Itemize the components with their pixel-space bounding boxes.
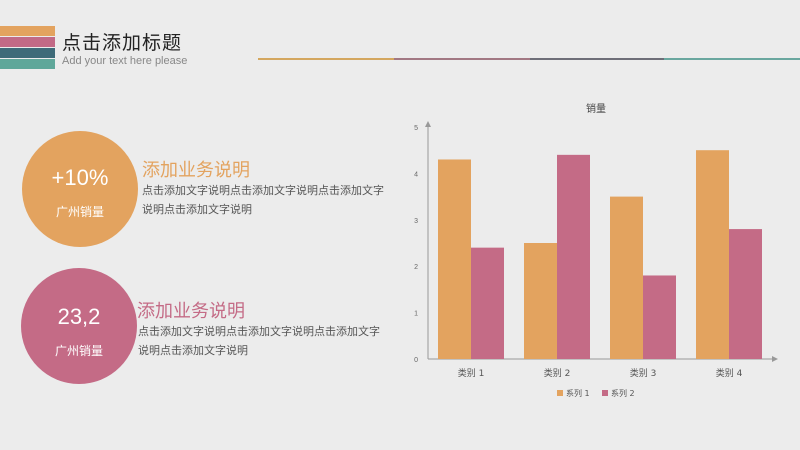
- bar: [643, 275, 676, 359]
- stripe-slate: [0, 48, 55, 58]
- chart-title: 销量: [586, 102, 606, 115]
- x-category-label: 类别 1: [458, 367, 485, 379]
- bar: [524, 243, 557, 359]
- legend-label: 系列 1: [566, 388, 590, 398]
- y-tick-label: 1: [414, 311, 418, 318]
- y-tick-label: 0: [414, 357, 418, 364]
- legend-swatch: [602, 390, 608, 396]
- header-rule-2: [394, 58, 530, 60]
- item-desc-1[interactable]: 点击添加文字说明点击添加文字说明点击添加文字说明点击添加文字说明: [142, 184, 384, 216]
- stat-circle-2[interactable]: 23,2 广州销量: [21, 268, 137, 384]
- stat-value: 23,2: [57, 304, 101, 329]
- legend-swatch: [557, 390, 563, 396]
- bar: [610, 196, 643, 359]
- y-tick-label: 4: [414, 171, 418, 178]
- y-axis-arrow: [425, 121, 431, 127]
- item-title-2[interactable]: 添加业务说明: [137, 301, 245, 322]
- title-stripes: [0, 26, 55, 70]
- header-rule-4: [664, 58, 800, 60]
- x-category-label: 类别 3: [630, 367, 657, 379]
- stat-value: +10%: [51, 165, 109, 190]
- bar: [729, 229, 762, 359]
- page-title[interactable]: 点击添加标题: [62, 32, 183, 54]
- stripe-teal: [0, 59, 55, 69]
- y-tick-label: 5: [414, 125, 418, 132]
- x-axis-arrow: [772, 356, 778, 362]
- bar: [696, 150, 729, 359]
- x-category-label: 类别 4: [716, 367, 743, 379]
- bar: [557, 154, 590, 359]
- y-tick-label: 3: [414, 218, 418, 225]
- stat-label: 广州销量: [54, 344, 103, 358]
- stat-circle-1[interactable]: +10% 广州销量: [22, 131, 138, 247]
- y-tick-label: 2: [414, 264, 418, 271]
- bar: [438, 159, 471, 359]
- stripe-orange: [0, 26, 55, 36]
- legend-label: 系列 2: [611, 388, 635, 398]
- header-rule-3: [530, 58, 664, 60]
- header-rule-1: [258, 58, 394, 60]
- page-subtitle[interactable]: Add your text here please: [62, 55, 188, 67]
- bar: [471, 247, 504, 359]
- x-category-label: 类别 2: [544, 367, 571, 379]
- stat-label: 广州销量: [55, 205, 104, 219]
- stripe-pink: [0, 37, 55, 47]
- item-title-1[interactable]: 添加业务说明: [142, 160, 250, 181]
- item-desc-2[interactable]: 点击添加文字说明点击添加文字说明点击添加文字说明点击添加文字说明: [138, 325, 380, 357]
